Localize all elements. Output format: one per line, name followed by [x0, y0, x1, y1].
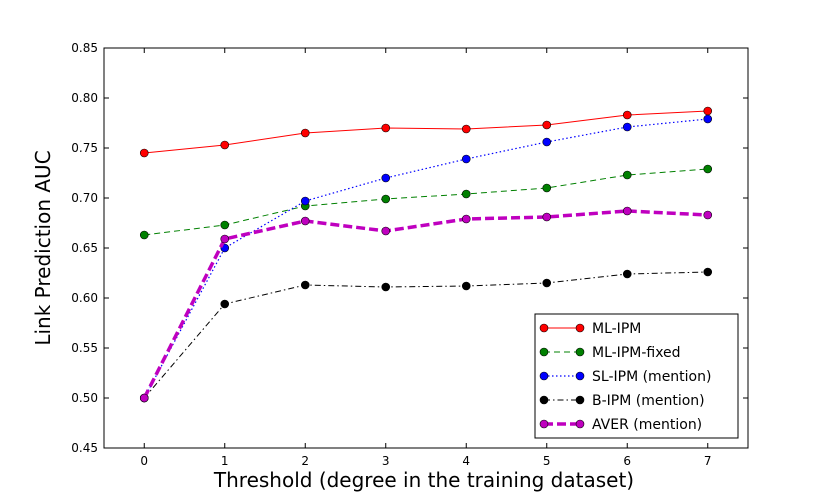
data-point [300, 196, 310, 206]
y-tick-label: 0.85 [71, 41, 98, 55]
x-tick-label: 6 [623, 454, 631, 468]
data-point [220, 220, 230, 230]
data-point [461, 154, 471, 164]
y-axis-title: Link Prediction AUC [31, 150, 55, 345]
legend-marker [539, 395, 549, 405]
data-point [381, 194, 391, 204]
data-point [703, 164, 713, 174]
data-point [461, 214, 471, 224]
y-tick-label: 0.80 [71, 91, 98, 105]
y-tick-label: 0.55 [71, 341, 98, 355]
data-point [703, 106, 713, 116]
data-point [703, 210, 713, 220]
y-tick-label: 0.75 [71, 141, 98, 155]
series-line [144, 110, 708, 154]
data-point [542, 278, 552, 288]
data-point [542, 183, 552, 193]
legend-marker [539, 347, 549, 357]
data-point [300, 216, 310, 226]
y-tick-label: 0.70 [71, 191, 98, 205]
x-tick-label: 5 [543, 454, 551, 468]
x-tick-label: 7 [704, 454, 712, 468]
data-point [622, 110, 632, 120]
y-tick-label: 0.65 [71, 241, 98, 255]
legend-label: ML-IPM [592, 321, 641, 337]
data-point [220, 299, 230, 309]
series-aver-mention [139, 206, 713, 403]
x-axis-ticks: 0 1 2 3 4 5 6 7 [140, 48, 712, 468]
data-point [381, 173, 391, 183]
data-point [381, 226, 391, 236]
data-point [139, 230, 149, 240]
data-point [622, 122, 632, 132]
legend-marker [575, 371, 585, 381]
data-point [381, 123, 391, 133]
data-point [461, 281, 471, 291]
data-point [622, 206, 632, 216]
y-tick-label: 0.60 [71, 291, 98, 305]
x-tick-label: 2 [301, 454, 309, 468]
legend-label: ML-IPM-fixed [592, 345, 681, 361]
legend-marker [539, 371, 549, 381]
data-point [139, 148, 149, 158]
data-point [703, 114, 713, 124]
y-tick-label: 0.50 [71, 391, 98, 405]
legend-marker [575, 323, 585, 333]
data-point [220, 140, 230, 150]
data-point [300, 280, 310, 290]
legend-marker [575, 395, 585, 405]
data-point [300, 128, 310, 138]
y-tick-label: 0.45 [71, 441, 98, 455]
data-point [139, 393, 149, 403]
series-ml-ipm-fixed [139, 164, 713, 240]
legend-label: AVER (mention) [592, 417, 702, 433]
data-point [542, 120, 552, 130]
x-axis-title: Threshold (degree in the training datase… [213, 468, 634, 492]
data-point [542, 212, 552, 222]
x-tick-label: 4 [462, 454, 470, 468]
legend-marker [575, 419, 585, 429]
x-tick-label: 0 [140, 454, 148, 468]
data-point [542, 137, 552, 147]
data-point [703, 267, 713, 277]
series-line [142, 209, 708, 399]
data-point [622, 269, 632, 279]
legend-marker [575, 347, 585, 357]
data-point [220, 234, 230, 244]
legend-label: SL-IPM (mention) [592, 369, 711, 385]
series-line [143, 271, 708, 399]
legend-marker [539, 323, 549, 333]
data-point [461, 124, 471, 134]
series-line [143, 118, 708, 399]
series-ml-ipm [139, 106, 713, 158]
series-layer [139, 106, 713, 403]
series-line [144, 168, 708, 236]
data-point [622, 170, 632, 180]
legend-label: B-IPM (mention) [592, 393, 705, 409]
legend-marker [539, 419, 549, 429]
data-point [381, 282, 391, 292]
x-tick-label: 1 [221, 454, 229, 468]
legend: ML-IPM ML-IPM-fixed SL-IPM (mention) B-IPM … [534, 313, 739, 439]
data-point [461, 189, 471, 199]
y-axis-ticks: 0.45 0.50 0.55 0.60 0.65 0.70 0.75 0.80 0.85 [71, 41, 748, 455]
x-tick-label: 3 [382, 454, 390, 468]
